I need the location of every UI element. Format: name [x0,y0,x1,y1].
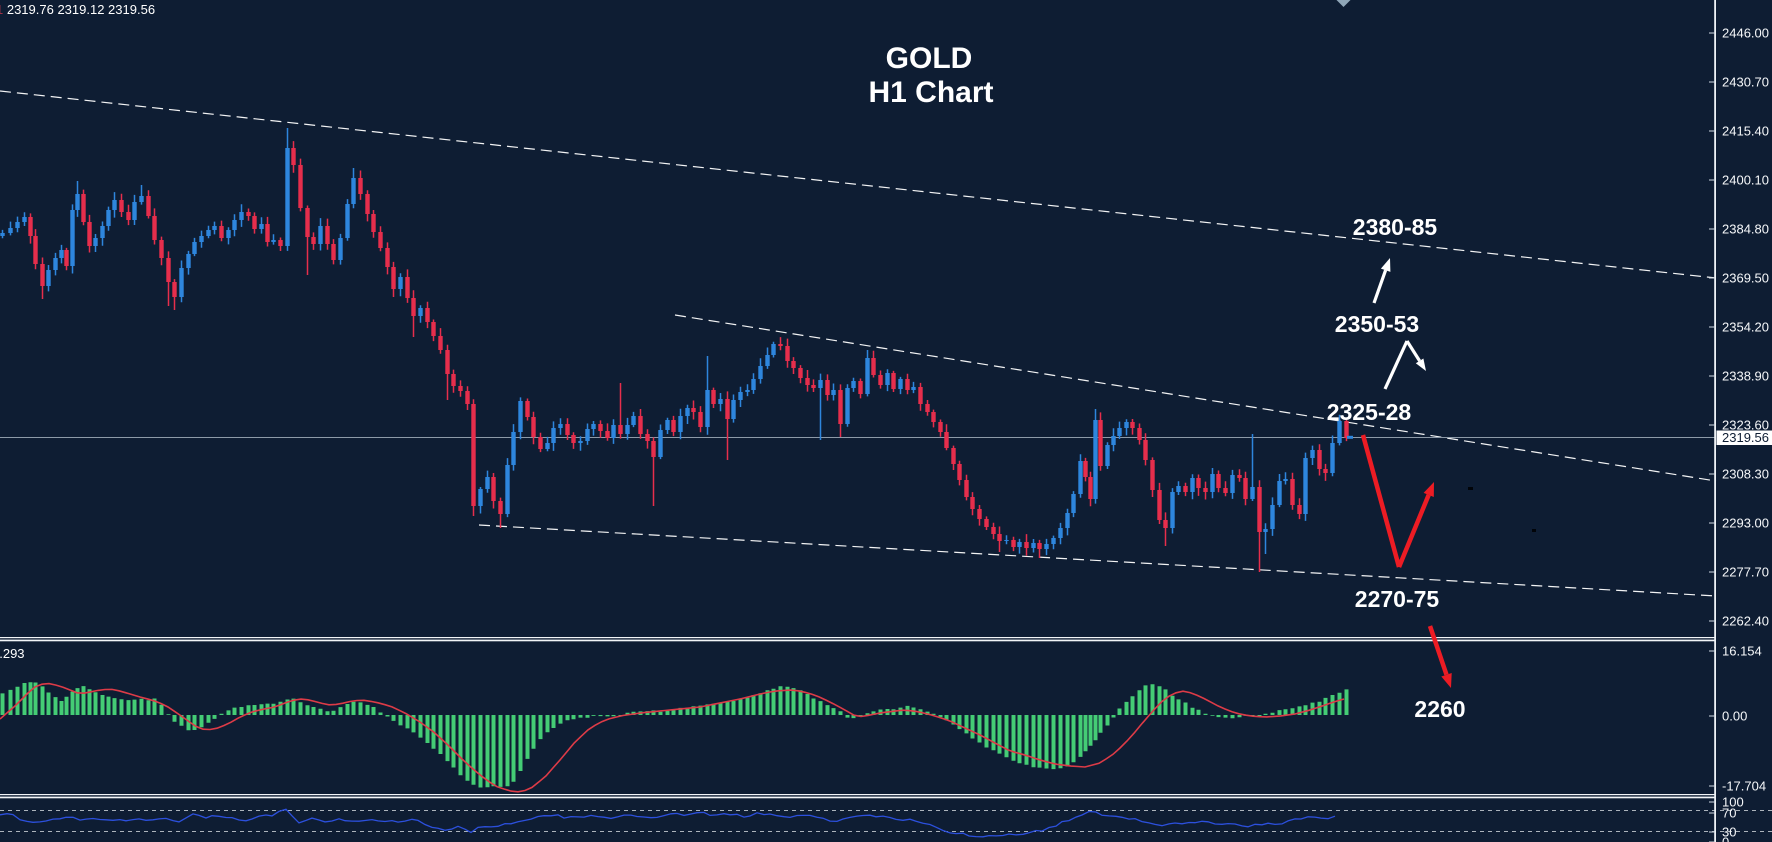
svg-text:100: 100 [1722,795,1744,810]
svg-text:2262.40: 2262.40 [1722,614,1769,629]
svg-text:2325-28: 2325-28 [1327,399,1412,425]
svg-text:1 2319.76 2319.12 2319.56: 1 2319.76 2319.12 2319.56 [0,2,155,17]
svg-text:2338.90: 2338.90 [1722,369,1769,384]
svg-text:2384.80: 2384.80 [1722,222,1769,237]
svg-text:2323.60: 2323.60 [1722,418,1769,433]
svg-text:2308.30: 2308.30 [1722,467,1769,482]
svg-text:70: 70 [1722,806,1736,821]
svg-text:2400.10: 2400.10 [1722,173,1769,188]
svg-text:2380-85: 2380-85 [1353,214,1438,240]
svg-text:2354.20: 2354.20 [1722,320,1769,335]
svg-text:GOLD: GOLD [886,42,973,75]
svg-text:2415.40: 2415.40 [1722,124,1769,139]
svg-text:H1 Chart: H1 Chart [868,76,993,109]
svg-text:0.00: 0.00 [1722,709,1747,724]
svg-text:2430.70: 2430.70 [1722,75,1769,90]
svg-text:30: 30 [1722,825,1736,840]
svg-text:16.154: 16.154 [1722,644,1762,659]
svg-text:2270-75: 2270-75 [1355,586,1440,612]
svg-text:2277.70: 2277.70 [1722,565,1769,580]
svg-text:2350-53: 2350-53 [1335,311,1419,337]
svg-text:2369.50: 2369.50 [1722,271,1769,286]
svg-text:4.293: 4.293 [0,646,25,661]
svg-text:2260: 2260 [1414,696,1465,722]
svg-text:2446.00: 2446.00 [1722,26,1769,41]
svg-text:0: 0 [1722,835,1729,842]
svg-text:2293.00: 2293.00 [1722,516,1769,531]
svg-text:2319.56: 2319.56 [1722,430,1769,445]
svg-text:-17.704: -17.704 [1722,779,1766,794]
